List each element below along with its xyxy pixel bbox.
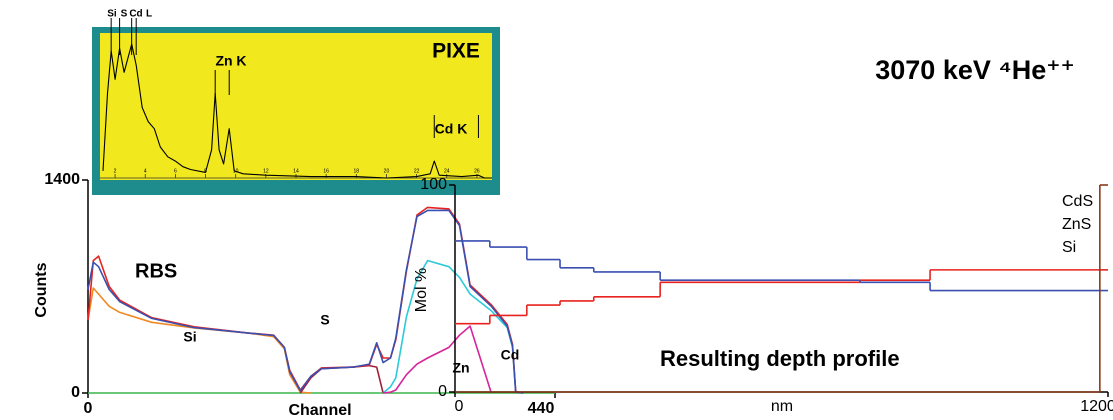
annotation: S [320, 312, 329, 328]
x-tick-label: 20 [384, 168, 390, 174]
x-tick-label: 4 [144, 168, 147, 174]
x-tick-label: 2 [114, 168, 117, 174]
peak-label: Si [107, 9, 117, 20]
x-tick-label: 18 [354, 168, 360, 174]
y-tick-label: 100 [420, 176, 447, 193]
annotation: RBS [135, 260, 177, 282]
x-tick-label: 16 [323, 168, 329, 174]
annotation: Cd [501, 347, 520, 363]
x-axis-label: nm [771, 398, 793, 415]
series-line [299, 364, 384, 394]
peak-label: Zn K [215, 53, 246, 69]
series-line [102, 43, 492, 179]
x-tick-label: 0 [84, 400, 93, 417]
annotation: Resulting depth profile [660, 346, 900, 371]
y-tick-label: 1400 [44, 171, 80, 188]
chart-title: 3070 keV ⁴He⁺⁺ [875, 55, 1074, 85]
y-tick-label: 0 [71, 384, 80, 401]
x-tick-label: 14 [293, 168, 299, 174]
legend-entry: ZnS [1062, 216, 1091, 233]
peak-label: Cd K [435, 121, 468, 137]
x-tick-label: 440 [528, 400, 555, 417]
x-tick-label: 26 [474, 168, 480, 174]
y-axis-label: Mol % [413, 268, 430, 312]
series-line [87, 209, 524, 394]
x-tick-label: 6 [174, 168, 177, 174]
x-axis-label: Channel [288, 402, 351, 419]
x-tick-label: 12 [263, 168, 269, 174]
series-line [383, 325, 493, 394]
x-tick-label: 24 [444, 168, 450, 174]
inset-background [100, 33, 492, 180]
legend-entry: CdS [1062, 193, 1093, 210]
x-tick-label: 22 [414, 168, 420, 174]
peak-label: S [121, 9, 128, 20]
peak-label: Cd [129, 9, 142, 20]
y-axis-label: Counts [33, 262, 50, 317]
x-tick-label: 1200 [1080, 398, 1113, 415]
y-tick-label: 0 [438, 383, 447, 400]
legend-entry: Si [1062, 239, 1076, 256]
series-line [382, 259, 517, 394]
inset-title: PIXE [432, 40, 480, 63]
annotation: Si [183, 329, 196, 345]
annotation: Zn [452, 360, 469, 376]
x-tick-label: 0 [455, 398, 464, 415]
peak-label: L [146, 9, 152, 20]
